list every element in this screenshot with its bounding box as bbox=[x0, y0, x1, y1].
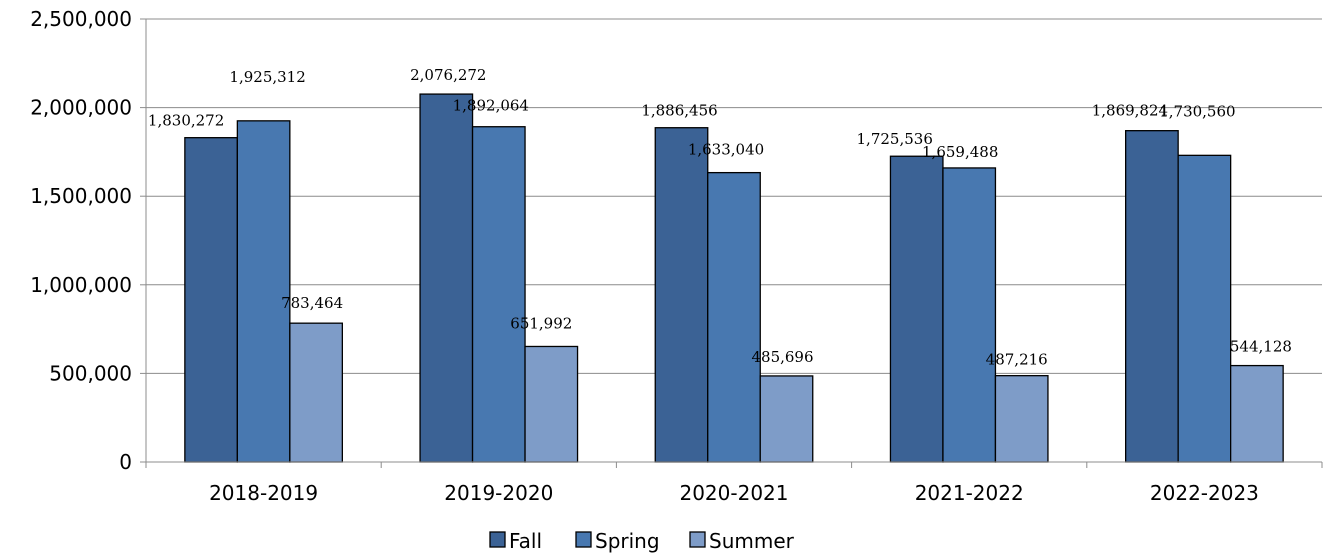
legend-label-fall: Fall bbox=[509, 529, 542, 553]
data-label: 2,076,272 bbox=[410, 66, 486, 84]
x-tick-label: 2019-2020 bbox=[444, 481, 553, 505]
y-tick-label: 500,000 bbox=[49, 361, 132, 385]
bar-fall bbox=[889, 155, 944, 463]
data-labels: 1,830,272 1,925,312 783,464 2,076,272 1,892,… bbox=[148, 66, 1292, 369]
data-label: 1,869,824 bbox=[1092, 102, 1168, 120]
data-label: 1,892,064 bbox=[453, 97, 529, 115]
data-label: 651,992 bbox=[510, 314, 572, 332]
data-label: 544,128 bbox=[1230, 338, 1292, 356]
bars bbox=[184, 93, 1284, 463]
legend-swatch-summer bbox=[689, 531, 706, 548]
data-label: 485,696 bbox=[751, 348, 813, 366]
x-tick-label: 2018-2019 bbox=[209, 481, 318, 505]
data-label: 1,830,272 bbox=[148, 112, 224, 130]
legend-swatch-spring bbox=[575, 531, 592, 548]
legend-label-summer: Summer bbox=[709, 529, 795, 553]
bar-fall bbox=[419, 93, 474, 463]
y-tick-label: 1,500,000 bbox=[30, 184, 132, 208]
bar-spring bbox=[236, 120, 291, 463]
bar-fall bbox=[184, 137, 239, 463]
bar-summer bbox=[1230, 364, 1284, 463]
data-label: 1,725,536 bbox=[857, 130, 933, 148]
data-label: 487,216 bbox=[986, 351, 1048, 369]
bar-spring bbox=[942, 167, 997, 463]
bar-summer bbox=[289, 322, 344, 463]
x-tick-label: 2022-2023 bbox=[1150, 481, 1259, 505]
bar-fall bbox=[654, 127, 709, 463]
axes: 0 500,000 1,000,000 1,500,000 2,000,000 2,500… bbox=[30, 7, 1323, 505]
bar-summer bbox=[994, 375, 1049, 463]
bar-fall bbox=[1125, 130, 1179, 463]
data-label: 783,464 bbox=[281, 294, 343, 312]
bar-spring bbox=[707, 171, 761, 463]
data-label: 1,633,040 bbox=[688, 141, 764, 159]
legend-label-spring: Spring bbox=[595, 529, 660, 553]
y-tick-label: 1,000,000 bbox=[30, 273, 132, 297]
legend-swatch-fall bbox=[489, 531, 506, 548]
bar-summer bbox=[524, 345, 579, 463]
data-label: 1,925,312 bbox=[229, 68, 305, 86]
legend: Fall Spring Summer bbox=[489, 529, 795, 553]
x-tick-label: 2020-2021 bbox=[679, 481, 788, 505]
bar-spring bbox=[1177, 154, 1232, 463]
y-tick-label: 0 bbox=[119, 450, 132, 474]
data-label: 1,659,488 bbox=[922, 143, 998, 161]
data-label: 1,886,456 bbox=[641, 102, 717, 120]
bar-spring bbox=[471, 126, 526, 463]
data-label: 1,730,560 bbox=[1159, 102, 1235, 120]
y-tick-label: 2,500,000 bbox=[30, 7, 132, 31]
x-tick-label: 2021-2022 bbox=[915, 481, 1024, 505]
y-tick-label: 2,000,000 bbox=[30, 96, 132, 120]
bar-summer bbox=[759, 375, 814, 463]
